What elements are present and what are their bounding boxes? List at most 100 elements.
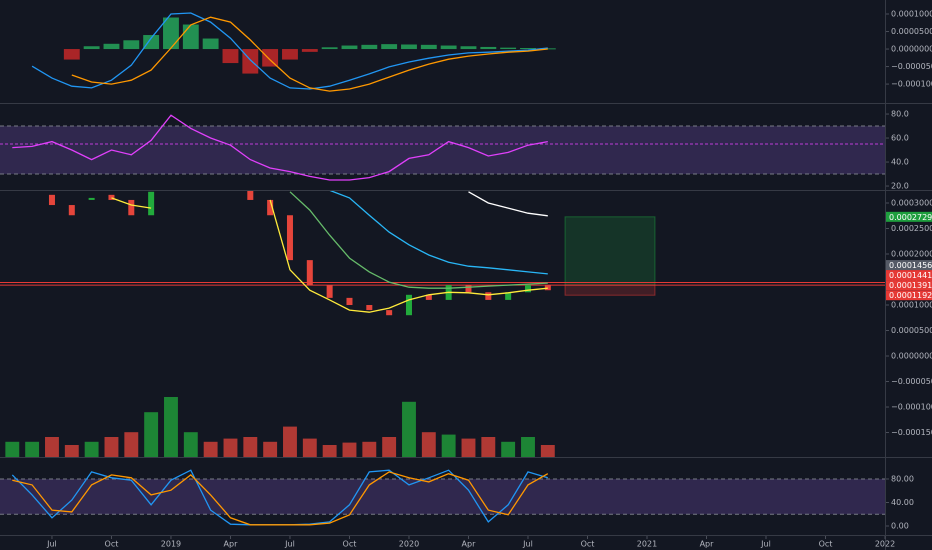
pane	[0, 191, 885, 457]
y-tick-label: −0.0001000	[891, 80, 932, 89]
x-tick-label: 2020	[399, 540, 419, 549]
histogram-bar	[222, 49, 239, 64]
histogram-bar	[163, 17, 179, 50]
candle	[247, 191, 254, 200]
volume-bar	[540, 445, 555, 457]
volume-bar	[243, 437, 258, 457]
pane	[31, 12, 556, 92]
histogram-bar	[341, 45, 358, 50]
y-tick-label: −0.0001000	[891, 403, 932, 412]
price-label: 0.0001441	[889, 271, 932, 280]
candle	[48, 194, 55, 206]
x-tick-label: Jul	[46, 540, 57, 549]
y-tick-label: 0.0001000	[891, 301, 932, 310]
volume-bar	[342, 442, 357, 457]
y-tick-label: −0.0000500	[891, 62, 932, 71]
histogram-bar	[63, 49, 80, 60]
candle	[425, 294, 432, 300]
price-label-box	[886, 211, 932, 222]
histogram-bar	[282, 49, 298, 60]
y-tick-label: 40.00	[891, 498, 914, 507]
volume-bar	[183, 432, 198, 457]
y-tick-label: 0.0000500	[891, 326, 932, 335]
position-stop-zone	[564, 284, 656, 296]
band	[0, 126, 885, 175]
volume-bar	[263, 441, 278, 457]
candle	[366, 305, 373, 311]
y-tick-label: 0.0001000	[891, 10, 932, 19]
x-tick-label: Apr	[462, 540, 477, 549]
position-target-zone	[564, 216, 656, 286]
histogram-bar	[480, 46, 497, 50]
histogram-bar	[83, 46, 100, 50]
histogram-bar	[242, 49, 259, 74]
volume-bar	[64, 445, 79, 457]
y-tick-label: 0.0000500	[891, 27, 932, 36]
x-tick-label: Oct	[343, 540, 357, 549]
histogram-bar	[361, 44, 378, 50]
line	[12, 471, 549, 526]
y-tick-label: 40.0	[891, 158, 909, 167]
candle	[267, 199, 274, 216]
volume-bar	[84, 441, 99, 457]
candle	[544, 285, 551, 291]
candle	[524, 285, 531, 293]
x-tick-label: Jul	[284, 540, 295, 549]
price-label: 0.0001391	[889, 281, 932, 290]
candle	[68, 205, 75, 216]
line	[468, 191, 548, 217]
y-tick-label: 0.0002000	[891, 250, 932, 259]
line	[31, 12, 548, 90]
price-label-box	[886, 280, 932, 291]
line	[329, 191, 548, 275]
pane	[0, 114, 885, 181]
line	[12, 114, 548, 181]
price-label-box	[886, 290, 932, 301]
candle	[128, 199, 135, 216]
price-label-box	[886, 270, 932, 281]
candle	[286, 215, 293, 261]
volume-bar	[481, 437, 496, 457]
histogram-bar	[182, 24, 199, 50]
volume-bar	[223, 438, 238, 457]
candle	[346, 297, 353, 306]
volume-bar	[203, 441, 218, 457]
y-tick-label: 0.0003000	[891, 199, 932, 208]
volume-bar	[501, 441, 516, 457]
line	[289, 191, 548, 289]
volume-bar	[104, 437, 119, 457]
x-tick-label: Jul	[760, 540, 771, 549]
candle	[306, 260, 313, 286]
volume-bar	[283, 426, 297, 457]
histogram-bar	[420, 44, 437, 50]
volume-bar	[5, 441, 20, 457]
price-label: 0.0001192	[889, 291, 932, 300]
candle	[88, 197, 95, 200]
volume-bar	[164, 397, 178, 457]
candle	[485, 292, 492, 300]
volume-bar	[402, 401, 416, 457]
histogram-bar	[381, 44, 398, 50]
histogram-bar	[500, 47, 517, 50]
histogram-bar	[321, 47, 338, 50]
volume-bar	[382, 437, 397, 457]
volume-bar	[421, 432, 436, 457]
price-label: 0.0002729	[889, 213, 932, 222]
histogram-bar	[401, 44, 417, 50]
x-tick-label: 2019	[161, 540, 181, 549]
x-tick-label: Oct	[105, 540, 119, 549]
candle	[505, 292, 512, 300]
histogram-bar	[460, 46, 477, 50]
histogram-bar	[202, 38, 219, 50]
volume-bar	[45, 437, 59, 457]
y-tick-label: 20.0	[891, 182, 909, 191]
volume-bar	[521, 437, 535, 457]
volume-bar	[461, 438, 476, 457]
price-label: 0.0001456	[889, 261, 932, 270]
histogram-bar	[440, 45, 457, 50]
candle	[148, 191, 155, 216]
price-label-box	[886, 260, 932, 271]
y-tick-label: −0.0000500	[891, 377, 932, 386]
